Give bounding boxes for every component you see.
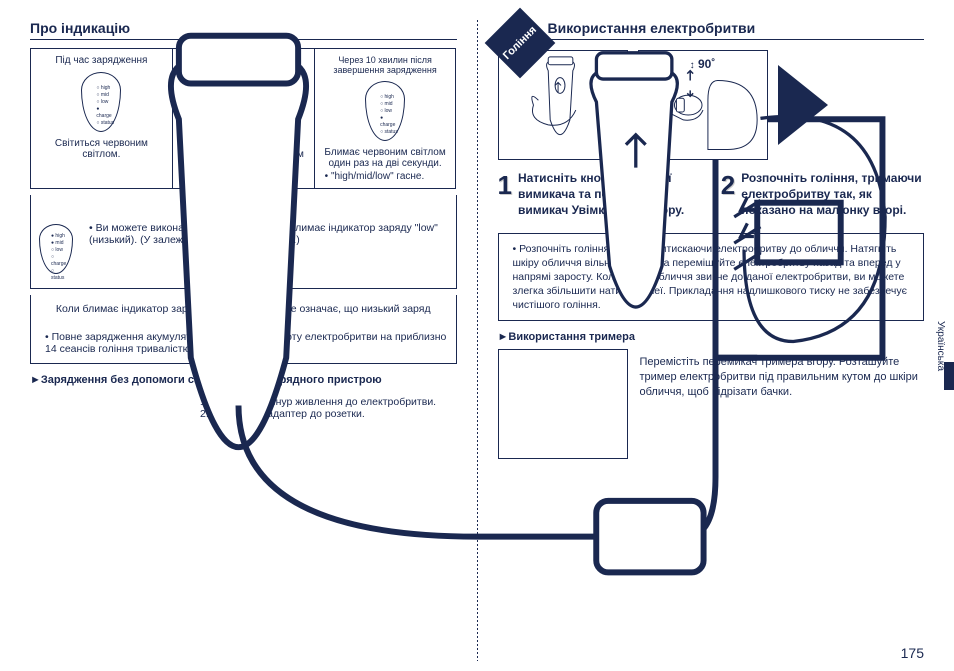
plug-illustration <box>30 392 190 492</box>
side-marker <box>944 362 954 390</box>
trimmer-illustration <box>498 349 628 459</box>
page-number: 175 <box>901 645 924 661</box>
